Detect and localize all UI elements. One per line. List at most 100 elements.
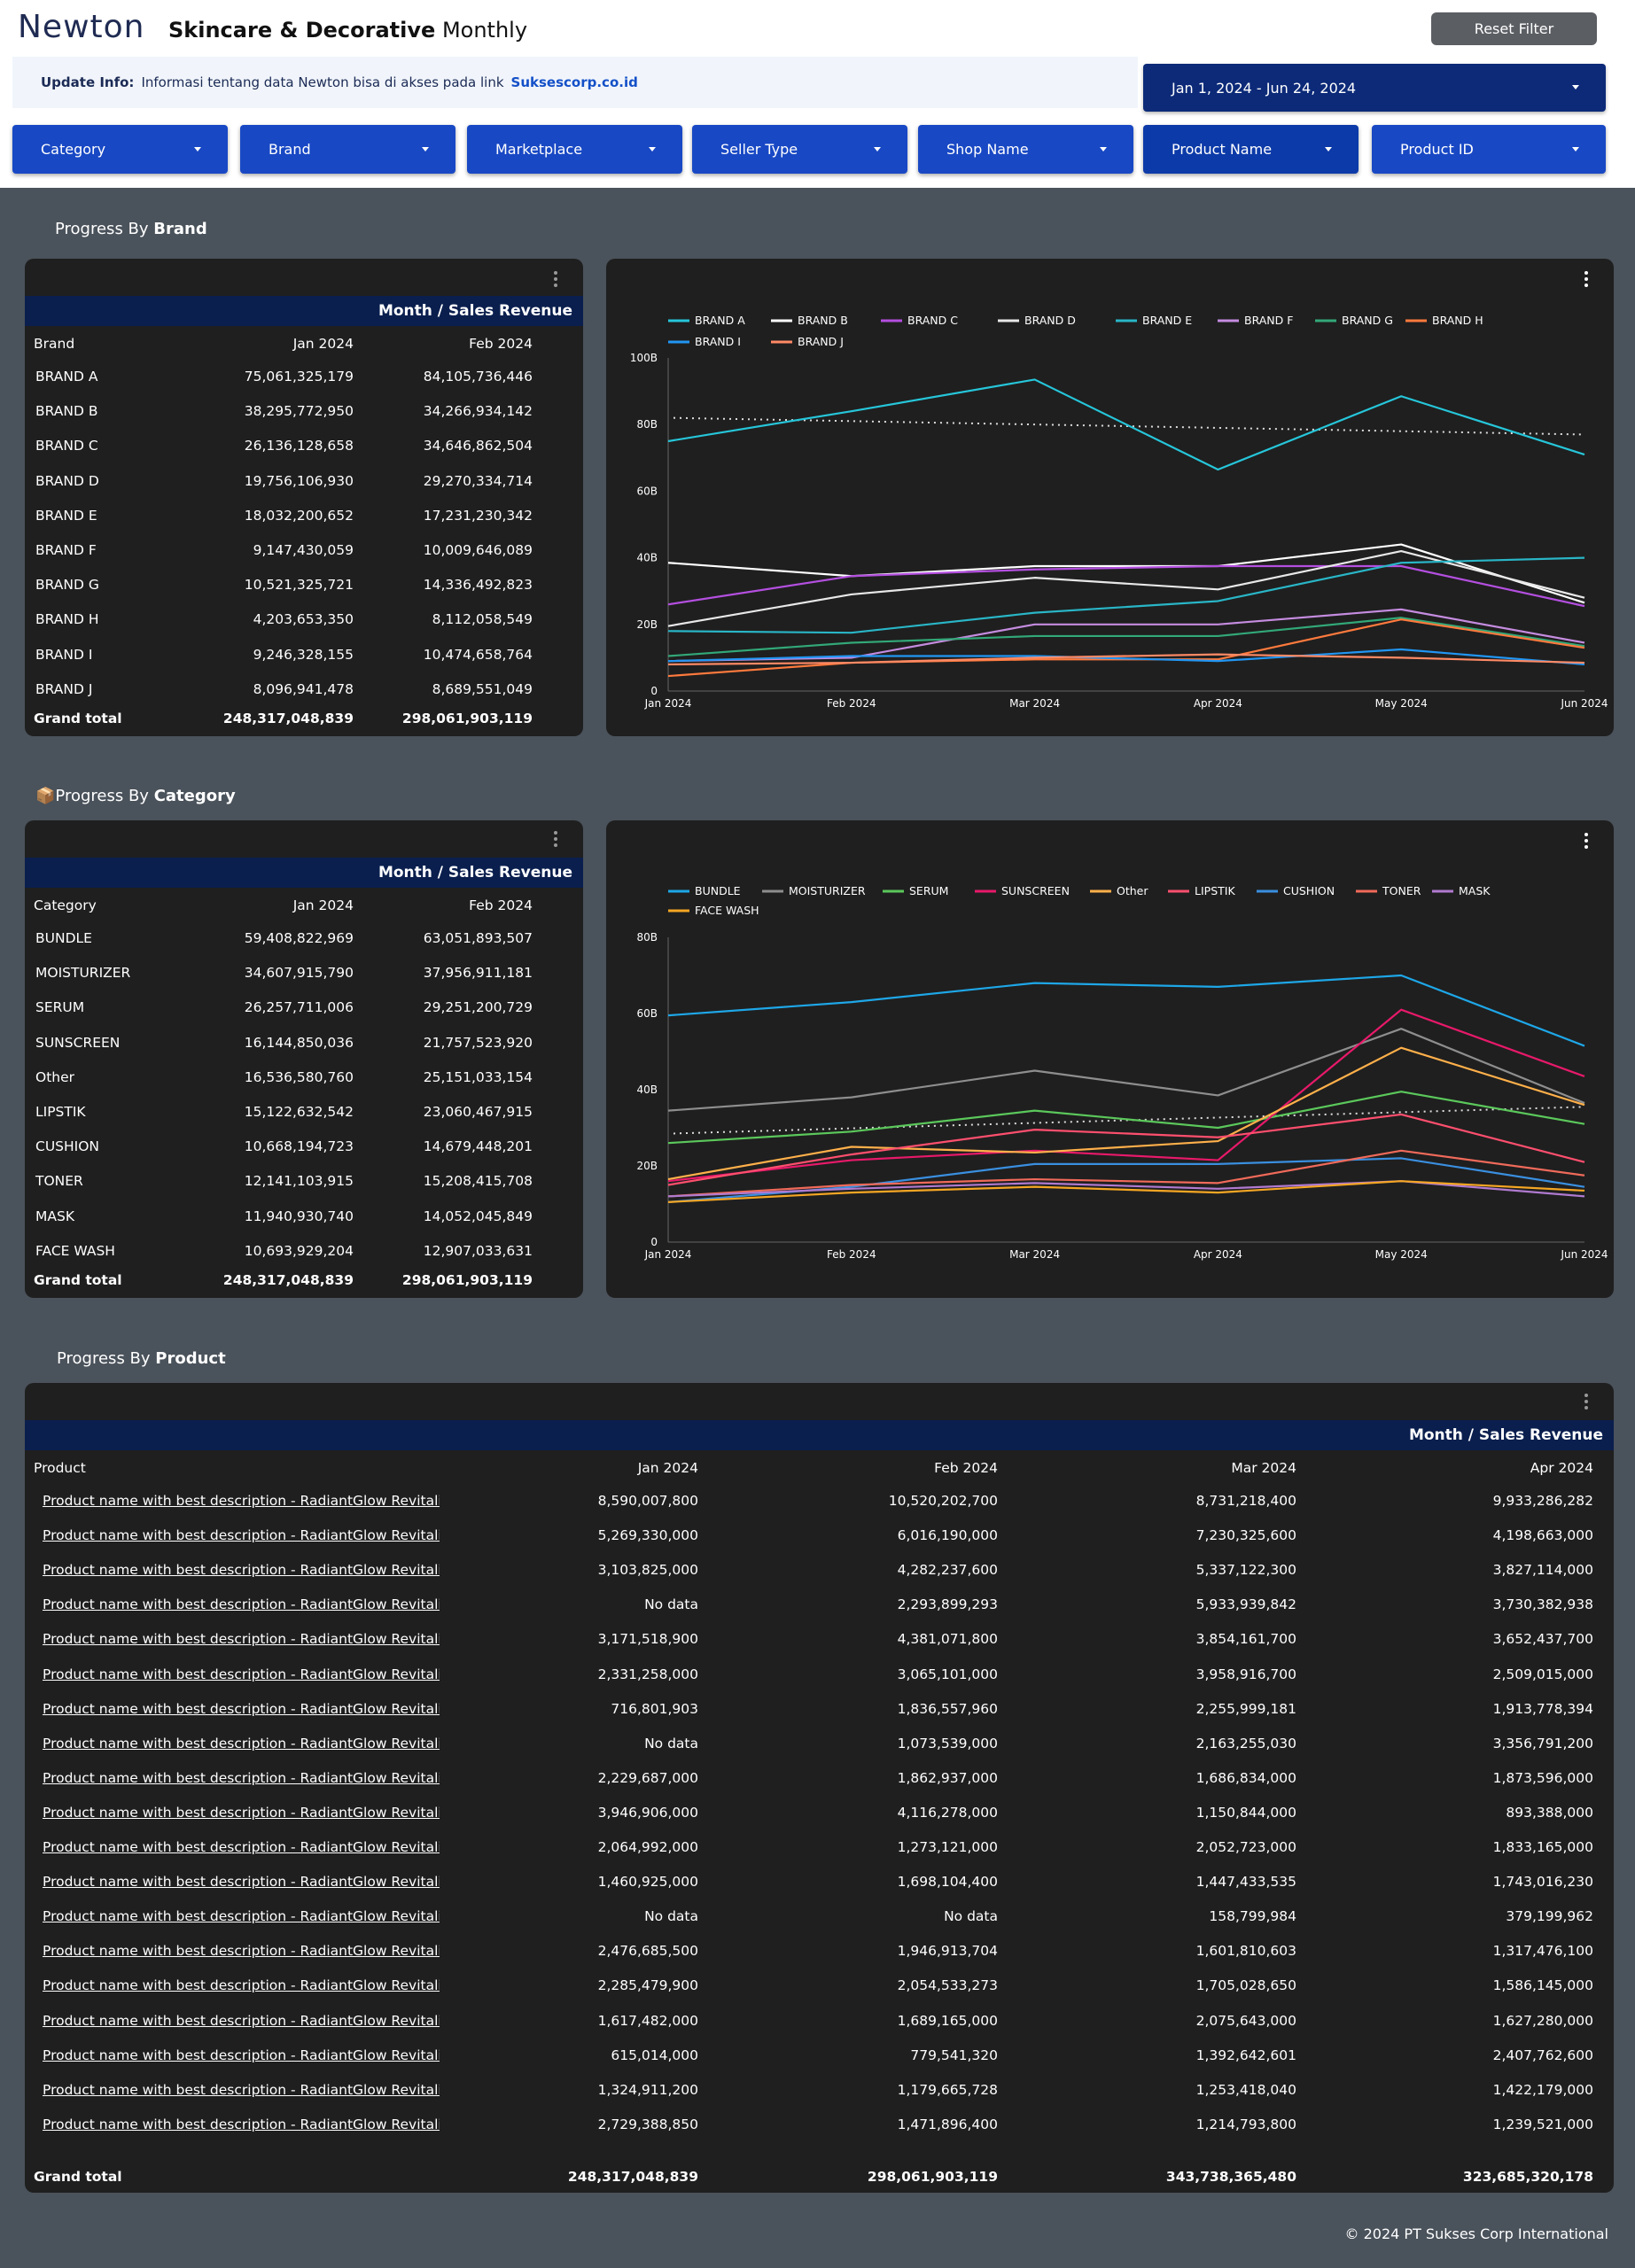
series-line-toner[interactable] <box>667 1149 1585 1198</box>
table-row[interactable]: BRAND A 75,061,325,179 84,105,736,446 <box>34 369 565 386</box>
legend-label[interactable]: BRAND A <box>695 314 745 327</box>
filter-seller-type[interactable]: Seller Type <box>692 125 907 174</box>
product-name[interactable]: Product name with best description - Rad… <box>43 1735 440 1751</box>
table-row[interactable]: Product name with best description - Rad… <box>34 1839 1602 1857</box>
table-row[interactable]: BRAND F 9,147,430,059 10,009,646,089 <box>34 542 565 560</box>
legend-label[interactable]: MASK <box>1459 884 1491 897</box>
product-name-link[interactable]: Product name with best description - Rad… <box>43 1701 440 1720</box>
series-line-bundle[interactable] <box>667 974 1585 1047</box>
table-row[interactable]: Product name with best description - Rad… <box>34 1701 1602 1719</box>
product-name-link[interactable]: Product name with best description - Rad… <box>43 1943 440 1962</box>
more-options-icon[interactable] <box>1584 271 1588 290</box>
filter-shop-name[interactable]: Shop Name <box>918 125 1133 174</box>
series-line-brand-d[interactable] <box>667 549 1585 627</box>
product-name[interactable]: Product name with best description - Rad… <box>43 2081 440 2098</box>
product-name[interactable]: Product name with best description - Rad… <box>43 1562 440 1579</box>
product-name[interactable]: Product name with best description - Rad… <box>43 1596 440 1613</box>
product-name[interactable]: Product name with best description - Rad… <box>43 1977 440 1994</box>
series-line-brand-j[interactable] <box>667 653 1585 666</box>
product-name-link[interactable]: Product name with best description - Rad… <box>43 1596 440 1616</box>
product-name[interactable]: Product name with best description - Rad… <box>43 1839 440 1855</box>
table-row[interactable]: Other 16,536,580,760 25,151,033,154 <box>34 1069 565 1087</box>
table-row[interactable]: BRAND C 26,136,128,658 34,646,862,504 <box>34 438 565 455</box>
product-name[interactable]: Product name with best description - Rad… <box>43 1700 440 1717</box>
table-row[interactable]: SERUM 26,257,711,006 29,251,200,729 <box>34 999 565 1017</box>
legend-label[interactable]: SERUM <box>909 884 948 897</box>
legend-label[interactable]: BRAND D <box>1024 314 1076 327</box>
more-options-icon[interactable] <box>1584 833 1588 851</box>
product-name[interactable]: Product name with best description - Rad… <box>43 1631 440 1648</box>
legend-label[interactable]: BRAND J <box>798 335 844 348</box>
table-row[interactable]: LIPSTIK 15,122,632,542 23,060,467,915 <box>34 1104 565 1122</box>
product-name-link[interactable]: Product name with best description - Rad… <box>43 1493 440 1512</box>
product-name[interactable]: Product name with best description - Rad… <box>43 1874 440 1891</box>
legend-label[interactable]: CUSHION <box>1283 884 1335 897</box>
table-row[interactable]: BRAND D 19,756,106,930 29,270,334,714 <box>34 473 565 491</box>
table-row[interactable]: Product name with best description - Rad… <box>34 1943 1602 1961</box>
table-row[interactable]: TONER 12,141,103,915 15,208,415,708 <box>34 1173 565 1191</box>
legend-label[interactable]: BRAND E <box>1142 314 1192 327</box>
product-name-link[interactable]: Product name with best description - Rad… <box>43 1562 440 1581</box>
series-line-sunscreen[interactable] <box>667 1008 1585 1183</box>
legend-label[interactable]: LIPSTIK <box>1195 884 1235 897</box>
reset-filter-button[interactable]: Reset Filter <box>1431 12 1597 45</box>
legend-label[interactable]: FACE WASH <box>695 904 759 917</box>
product-name-link[interactable]: Product name with best description - Rad… <box>43 1805 440 1824</box>
filter-brand[interactable]: Brand <box>240 125 455 174</box>
legend-label[interactable]: BRAND G <box>1342 314 1393 327</box>
table-row[interactable]: Product name with best description - Rad… <box>34 2047 1602 2065</box>
product-name[interactable]: Product name with best description - Rad… <box>43 1804 440 1821</box>
product-name[interactable]: Product name with best description - Rad… <box>43 2012 440 2029</box>
series-line-brand-f[interactable] <box>667 608 1585 663</box>
series-line-brand-i[interactable] <box>667 648 1585 666</box>
product-name-link[interactable]: Product name with best description - Rad… <box>43 1736 440 1755</box>
table-row[interactable]: Product name with best description - Rad… <box>34 2117 1602 2134</box>
legend-label[interactable]: BRAND B <box>798 314 848 327</box>
table-row[interactable]: FACE WASH 10,693,929,204 12,907,033,631 <box>34 1243 565 1261</box>
product-name-link[interactable]: Product name with best description - Rad… <box>43 1839 440 1859</box>
more-options-icon[interactable] <box>554 271 557 290</box>
table-row[interactable]: Product name with best description - Rad… <box>34 1596 1602 1614</box>
table-row[interactable]: BRAND G 10,521,325,721 14,336,492,823 <box>34 577 565 594</box>
table-row[interactable]: Product name with best description - Rad… <box>34 1805 1602 1822</box>
series-line-brand-a[interactable] <box>667 378 1585 471</box>
product-name-link[interactable]: Product name with best description - Rad… <box>43 1874 440 1893</box>
legend-label[interactable]: BRAND C <box>907 314 958 327</box>
product-name-link[interactable]: Product name with best description - Rad… <box>43 1977 440 1997</box>
table-row[interactable]: Product name with best description - Rad… <box>34 1874 1602 1891</box>
suksescorp-link[interactable]: Suksescorp.co.id <box>510 74 638 90</box>
product-name[interactable]: Product name with best description - Rad… <box>43 1943 440 1960</box>
date-range-picker[interactable]: Jan 1, 2024 - Jun 24, 2024 <box>1143 64 1606 112</box>
table-row[interactable]: BRAND H 4,203,653,350 8,112,058,549 <box>34 611 565 629</box>
legend-label[interactable]: BUNDLE <box>695 884 741 897</box>
legend-label[interactable]: BRAND H <box>1432 314 1483 327</box>
legend-label[interactable]: Other <box>1117 884 1148 897</box>
filter-category[interactable]: Category <box>12 125 228 174</box>
product-name[interactable]: Product name with best description - Rad… <box>43 1908 440 1925</box>
product-name[interactable]: Product name with best description - Rad… <box>43 2116 440 2132</box>
table-row[interactable]: MOISTURIZER 34,607,915,790 37,956,911,181 <box>34 965 565 983</box>
table-row[interactable]: Product name with best description - Rad… <box>34 1562 1602 1580</box>
series-line-brand-g[interactable] <box>667 617 1585 657</box>
table-row[interactable]: MASK 11,940,930,740 14,052,045,849 <box>34 1208 565 1226</box>
table-row[interactable]: Product name with best description - Rad… <box>34 1527 1602 1545</box>
series-line-other[interactable] <box>667 1046 1585 1181</box>
table-row[interactable]: Product name with best description - Rad… <box>34 1736 1602 1753</box>
table-row[interactable]: CUSHION 10,668,194,723 14,679,448,201 <box>34 1138 565 1156</box>
product-name-link[interactable]: Product name with best description - Rad… <box>43 2117 440 2136</box>
table-row[interactable]: Product name with best description - Rad… <box>34 2082 1602 2100</box>
legend-label[interactable]: BRAND I <box>695 335 741 348</box>
more-options-icon[interactable] <box>1584 1394 1588 1412</box>
table-row[interactable]: Product name with best description - Rad… <box>34 2013 1602 2031</box>
product-name[interactable]: Product name with best description - Rad… <box>43 1493 440 1509</box>
table-row[interactable]: Product name with best description - Rad… <box>34 1977 1602 1995</box>
product-name-link[interactable]: Product name with best description - Rad… <box>43 1770 440 1790</box>
table-row[interactable]: BRAND J 8,096,941,478 8,689,551,049 <box>34 681 565 699</box>
more-options-icon[interactable] <box>554 831 557 850</box>
series-line-lipstik[interactable] <box>667 1113 1585 1186</box>
product-name[interactable]: Product name with best description - Rad… <box>43 1666 440 1682</box>
series-line-face-wash[interactable] <box>667 1180 1585 1203</box>
legend-label[interactable]: SUNSCREEN <box>1001 884 1070 897</box>
table-row[interactable]: BRAND E 18,032,200,652 17,231,230,342 <box>34 508 565 525</box>
product-name[interactable]: Product name with best description - Rad… <box>43 1769 440 1786</box>
